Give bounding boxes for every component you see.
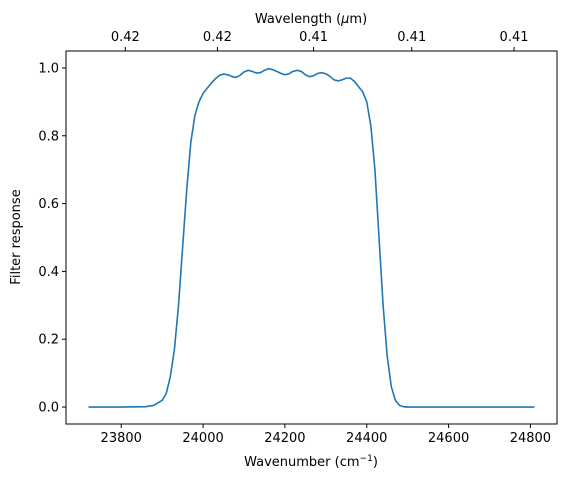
top-x-tick-label: 0.41 — [299, 30, 328, 45]
x-tick-label: 24600 — [428, 431, 469, 446]
x-axis-label: Wavenumber (cm−1) — [244, 454, 378, 470]
y-axis-label: Filter response — [9, 189, 24, 284]
x-tick-label: 24000 — [182, 431, 223, 446]
axes-frame — [65, 50, 558, 425]
y-tick-label: 0.8 — [38, 129, 59, 144]
x-tick-label: 23800 — [101, 431, 142, 446]
filter-response-line — [88, 67, 535, 408]
y-tick-label: 0.2 — [38, 333, 59, 348]
top-x-axis-label: Wavelength (μm) — [255, 12, 367, 27]
top-x-tick-label: 0.41 — [397, 30, 426, 45]
top-x-tick-label: 0.42 — [203, 30, 232, 45]
top-x-tick-label: 0.41 — [500, 30, 529, 45]
y-tick-label: 0.0 — [38, 401, 59, 416]
x-tick-label: 24400 — [346, 431, 387, 446]
y-tick-label: 0.6 — [38, 197, 59, 212]
plot-area — [88, 67, 535, 408]
x-tick-label: 24800 — [510, 431, 551, 446]
x-tick-label: 24200 — [264, 431, 305, 446]
y-tick-label: 1.0 — [38, 61, 59, 76]
y-tick-label: 0.4 — [38, 265, 59, 280]
top-x-tick-label: 0.42 — [111, 30, 140, 45]
